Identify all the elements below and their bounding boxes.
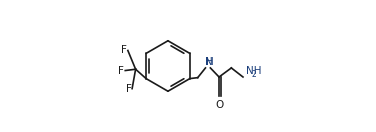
Text: F: F (126, 84, 132, 94)
Text: 2: 2 (252, 70, 256, 79)
Text: F: F (118, 65, 124, 76)
Text: NH: NH (246, 66, 261, 76)
Text: F: F (121, 46, 127, 55)
Text: H: H (206, 57, 214, 67)
Text: O: O (215, 100, 224, 110)
Text: N: N (205, 57, 212, 67)
